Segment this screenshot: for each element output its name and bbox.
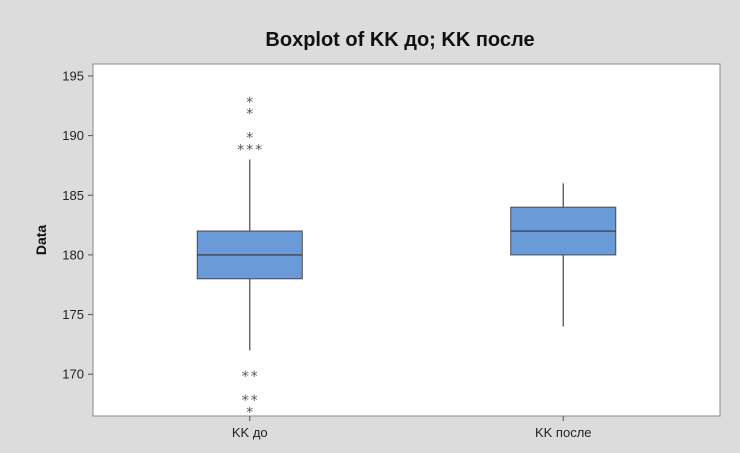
outlier-marker: * [237, 143, 245, 159]
y-tick-label: 190 [62, 128, 84, 143]
y-axis: 170 175 180 185 190 195 [62, 68, 93, 382]
outlier-marker: * [246, 143, 254, 159]
y-axis-label: Data [33, 225, 49, 256]
outlier-marker: * [246, 107, 254, 123]
x-tick-label: KK до [232, 425, 268, 440]
outlier-marker: * [241, 393, 249, 409]
outlier-marker: * [246, 95, 254, 111]
x-axis: KK до KK после [232, 416, 592, 440]
plot-area [92, 63, 721, 417]
y-tick-label: 170 [62, 367, 84, 382]
outlier-marker: * [255, 143, 263, 159]
y-tick-label: 180 [62, 247, 84, 262]
y-tick-label: 185 [62, 188, 84, 203]
outlier-marker: * [241, 369, 249, 385]
outlier-marker: * [250, 369, 258, 385]
y-tick-label: 195 [62, 68, 84, 83]
y-tick-label: 175 [62, 307, 84, 322]
outlier-marker: * [246, 131, 254, 147]
outlier-marker: * [246, 405, 254, 421]
x-tick-label: KK после [535, 425, 592, 440]
box-group-1: ** ** ** * **** [196, 95, 303, 421]
outlier-marker: * [250, 393, 258, 409]
chart-title: Boxplot of KK до; KK после [265, 29, 534, 51]
boxes-group: ** ** ** * **** [196, 95, 617, 421]
box-group-2 [510, 183, 617, 327]
